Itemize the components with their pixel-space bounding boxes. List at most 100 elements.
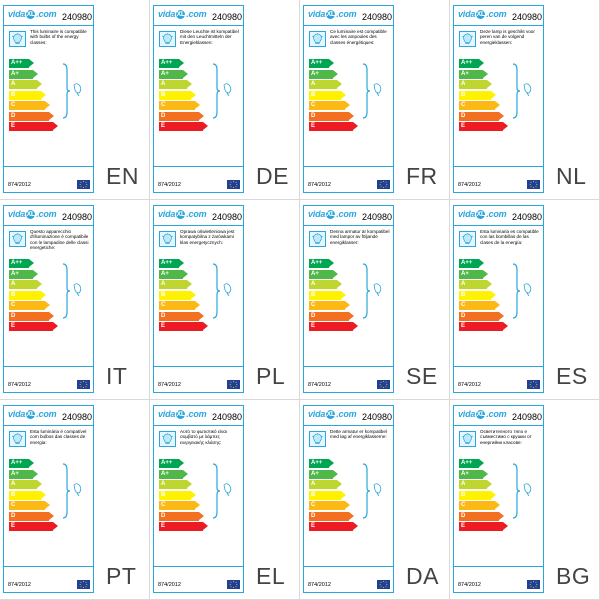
divider (154, 425, 243, 426)
language-code: PT (106, 563, 137, 589)
eu-flag-icon (227, 580, 240, 589)
energy-class-bar: C (309, 101, 350, 110)
brand-logo: vidaXL.com (158, 409, 207, 420)
language-code: FR (406, 163, 438, 189)
model-number: 240980 (212, 12, 243, 22)
energy-label: vidaXL.com 240980 This luminaire is comp… (3, 5, 94, 193)
bracket-icon (62, 263, 82, 319)
compatibility-text: Αυτό το φωτιστικό είναι συμβατό με λάμπε… (180, 429, 227, 445)
energy-class-bar: B (459, 90, 496, 100)
energy-class-bar: B (9, 90, 46, 100)
light-bulb-icon (9, 31, 26, 47)
label-panel-pl: vidaXL.com 240980 Oprawa oświetleniowa j… (150, 200, 300, 400)
language-code: ES (556, 363, 588, 389)
energy-class-bar: E (9, 522, 58, 531)
light-bulb-icon (9, 231, 26, 247)
divider (154, 25, 243, 26)
divider (4, 366, 93, 367)
label-panel-el: vidaXL.com 240980 Αυτό το φωτιστικό είνα… (150, 400, 300, 600)
energy-class-bar: A++ (159, 459, 184, 468)
energy-class-bar: D (309, 511, 354, 521)
eu-flag-icon (377, 580, 390, 589)
eu-flag-icon (227, 180, 240, 189)
energy-class-bar: C (159, 301, 200, 310)
energy-class-bar: A++ (159, 59, 184, 68)
bracket-icon (62, 463, 82, 519)
energy-class-bar: E (459, 122, 508, 131)
energy-class-bar: D (309, 111, 354, 121)
energy-class-bar: A (459, 80, 492, 89)
eu-flag-icon (77, 580, 90, 589)
energy-class-bar: B (159, 90, 196, 100)
energy-class-bar: A (159, 80, 192, 89)
brand-logo: vidaXL.com (8, 409, 57, 420)
energy-class-bar: E (9, 322, 58, 331)
energy-class-bar: D (9, 111, 54, 121)
divider (454, 166, 543, 167)
language-code: EN (106, 163, 139, 189)
regulation-number: 874/2012 (158, 582, 181, 588)
energy-class-bar: D (459, 311, 504, 321)
model-number: 240980 (212, 412, 243, 422)
light-bulb-icon (459, 231, 476, 247)
label-panel-nl: vidaXL.com 240980 Deze lamp is geschikt … (450, 0, 600, 200)
energy-label: vidaXL.com 240980 Αυτό το φωτιστικό είνα… (153, 405, 244, 593)
energy-class-bar: C (9, 501, 50, 510)
energy-class-bar: A+ (459, 69, 488, 79)
language-code: DA (406, 563, 439, 589)
energy-class-bar: B (159, 490, 196, 500)
energy-class-bar: A (9, 280, 42, 289)
brand-logo: vidaXL.com (308, 409, 357, 420)
language-code: BG (556, 563, 591, 589)
language-code: DE (256, 163, 289, 189)
divider (304, 225, 393, 226)
energy-class-bar: B (309, 290, 346, 300)
regulation-number: 874/2012 (8, 382, 31, 388)
energy-class-bar: D (159, 111, 204, 121)
eu-flag-icon (227, 380, 240, 389)
energy-class-bar: E (309, 522, 358, 531)
brand-logo: vidaXL.com (158, 209, 207, 220)
energy-class-bar: A (459, 280, 492, 289)
model-number: 240980 (62, 412, 93, 422)
divider (304, 166, 393, 167)
energy-class-bar: E (459, 322, 508, 331)
compatibility-text: Esta luminária é compatível com bulbos d… (30, 429, 87, 445)
energy-class-bar: D (459, 511, 504, 521)
energy-class-bar: D (159, 511, 204, 521)
divider (454, 25, 543, 26)
energy-class-bar: A++ (459, 59, 484, 68)
bracket-icon (362, 263, 382, 319)
divider (4, 166, 93, 167)
language-code: EL (256, 563, 286, 589)
light-bulb-icon (459, 31, 476, 47)
model-number: 240980 (362, 412, 393, 422)
compatibility-text: Осветителното тяло е съвместимо с крушки… (480, 429, 532, 445)
energy-class-bar: A+ (159, 69, 188, 79)
brand-logo: vidaXL.com (458, 9, 507, 20)
energy-label: vidaXL.com 240980 Esta luminária é compa… (3, 405, 94, 593)
compatibility-text: Esta luminaria es compatible con las bom… (480, 229, 539, 245)
bracket-icon (512, 463, 532, 519)
energy-class-bar: B (309, 90, 346, 100)
language-code: NL (556, 163, 587, 189)
light-bulb-icon (309, 231, 326, 247)
model-number: 240980 (62, 12, 93, 22)
eu-flag-icon (527, 180, 540, 189)
regulation-number: 874/2012 (308, 582, 331, 588)
compatibility-text: Deze lamp is geschikt voor peren van de … (480, 29, 535, 45)
divider (4, 566, 93, 567)
energy-class-bar: E (159, 322, 208, 331)
model-number: 240980 (512, 12, 543, 22)
energy-class-bar: A++ (9, 59, 34, 68)
energy-class-bar: A++ (309, 459, 334, 468)
label-panel-bg: vidaXL.com 240980 Осветителното тяло е с… (450, 400, 600, 600)
energy-class-bar: A++ (9, 259, 34, 268)
energy-class-bar: A+ (159, 269, 188, 279)
energy-class-bar: A (9, 480, 42, 489)
compatibility-text: Oprawa oświetleniowa jest kompatybilna z… (180, 229, 235, 245)
energy-label: vidaXL.com 240980 Осветителното тяло е с… (453, 405, 544, 593)
regulation-number: 874/2012 (158, 382, 181, 388)
regulation-number: 874/2012 (8, 582, 31, 588)
energy-label: vidaXL.com 240980 Questo apparecchio d'i… (3, 205, 94, 393)
